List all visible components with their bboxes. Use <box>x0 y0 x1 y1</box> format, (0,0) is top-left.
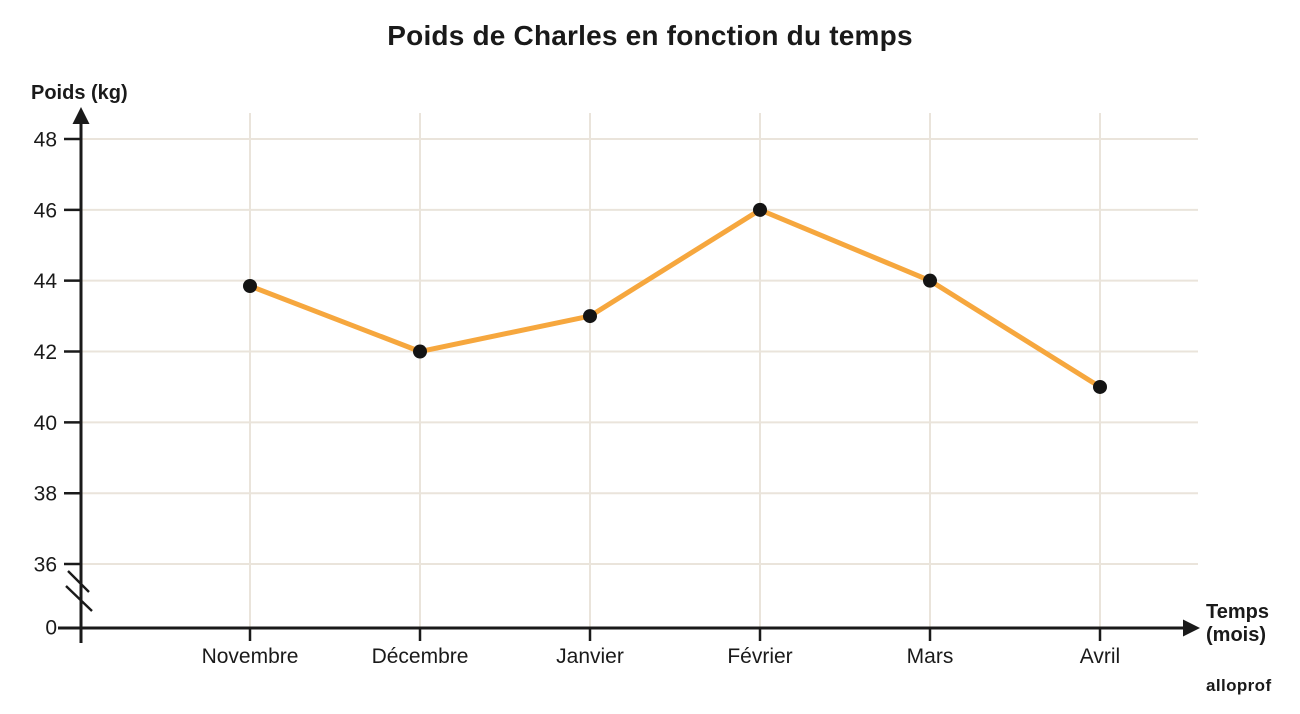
y-tick-label-44: 44 <box>34 270 58 293</box>
y-tick-label-42: 42 <box>34 341 57 364</box>
data-point-Février <box>753 202 767 217</box>
x-tick-label-Février: Février <box>727 645 792 668</box>
data-point-Mars <box>923 273 937 288</box>
x-axis-label: Temps (mois) <box>1206 601 1269 647</box>
data-point-Novembre <box>243 278 257 293</box>
data-point-Avril <box>1093 379 1107 394</box>
alloprof-logo: alloprof <box>1206 676 1272 695</box>
y-tick-label-40: 40 <box>34 412 57 435</box>
x-tick-label-Avril: Avril <box>1080 645 1120 668</box>
x-tick-label-Janvier: Janvier <box>556 645 624 668</box>
y-tick-label-origin: 0 <box>45 617 57 640</box>
y-axis-label: Poids (kg) <box>31 82 128 104</box>
chart-title: Poids de Charles en fonction du temps <box>387 20 913 51</box>
y-tick-label-48: 48 <box>34 129 57 152</box>
axis-break-slash-2 <box>65 585 93 612</box>
x-tick-label-Décembre: Décembre <box>372 645 469 668</box>
x-axis-label-line2: (mois) <box>1206 624 1266 646</box>
y-axis-arrow <box>72 107 90 124</box>
data-line <box>247 207 1103 390</box>
x-tick-label-Novembre: Novembre <box>202 645 299 668</box>
y-tick-label-38: 38 <box>34 483 57 506</box>
axis-break-slash-1 <box>67 570 90 593</box>
data-point-Décembre <box>413 344 427 359</box>
y-tick-label-36: 36 <box>34 554 57 577</box>
y-tick-label-46: 46 <box>34 199 57 222</box>
x-tick-label-Mars: Mars <box>907 645 954 668</box>
data-point-Janvier <box>583 309 597 324</box>
x-axis-label-line1: Temps <box>1206 601 1269 623</box>
x-axis-arrow <box>1183 619 1200 637</box>
